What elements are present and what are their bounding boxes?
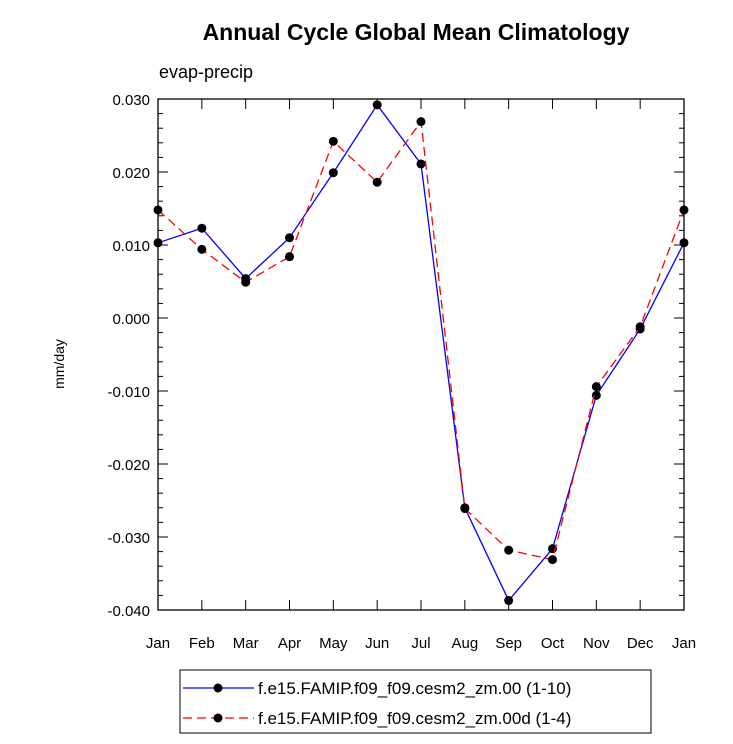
data-point-series-2 (591, 382, 601, 392)
y-tick-labels: 0.030 0.020 0.010 0.000 -0.010 -0.020 -0.030 -0… (107, 92, 150, 620)
data-point-series-2 (197, 244, 207, 254)
plot-frame (157, 98, 685, 611)
data-point-series-1 (416, 159, 426, 169)
chart-title: Annual Cycle Global Mean Climatology (203, 19, 630, 45)
series-line-2 (157, 119, 685, 561)
y-tick-label: -0.010 (107, 384, 150, 401)
x-tick-label: Jul (411, 635, 430, 652)
data-point-series-1 (504, 596, 514, 606)
x-tick-label: Jan (672, 635, 696, 652)
data-point-series-2 (285, 252, 294, 262)
legend-box (179, 669, 652, 734)
data-point-series-2 (153, 205, 163, 215)
y-tick-label: 0.000 (112, 311, 150, 328)
data-point-series-1 (285, 233, 294, 243)
legend-label-series-1: f.e15.FAMIP.f09_f09.cesm2_zm.00 (1-10) (258, 679, 571, 698)
series-line-1 (157, 103, 685, 602)
y-axis-label: mm/day (51, 339, 67, 389)
x-tick-label: May (319, 635, 348, 652)
x-tick-label: Mar (233, 635, 259, 652)
x-tick-label: Oct (541, 635, 565, 652)
data-point-series-2 (504, 545, 514, 555)
y-tick-label: -0.030 (107, 530, 150, 547)
legend-marker-series-1 (213, 683, 223, 693)
data-point-series-2 (416, 117, 426, 127)
data-point-series-2 (548, 555, 557, 565)
x-tick-label: Sep (495, 635, 522, 652)
data-point-series-2 (679, 205, 689, 215)
y-tick-label: 0.030 (112, 92, 150, 109)
y-tick-label: 0.020 (112, 165, 150, 182)
data-point-series-1 (153, 238, 163, 248)
data-point-series-1 (197, 223, 207, 233)
axis-ticks (157, 98, 685, 611)
legend-label-series-2: f.e15.FAMIP.f09_f09.cesm2_zm.00d (1-4) (258, 709, 571, 728)
y-tick-label: -0.040 (107, 603, 150, 620)
data-point-series-1 (679, 238, 689, 248)
x-tick-label: Feb (189, 635, 215, 652)
x-tick-label: Apr (278, 635, 301, 652)
series-layer (153, 100, 689, 606)
x-tick-label: Jan (146, 635, 170, 652)
y-tick-label: -0.020 (107, 457, 150, 474)
data-point-series-1 (328, 168, 338, 178)
data-point-series-2 (460, 504, 470, 514)
legend: f.e15.FAMIP.f09_f09.cesm2_zm.00 (1-10) f… (179, 669, 652, 734)
data-point-series-2 (635, 322, 645, 332)
data-point-series-2 (372, 177, 382, 187)
x-tick-label: Nov (583, 635, 610, 652)
x-tick-labels: Jan Feb Mar Apr May Jun Jul Aug Sep Oct Nov Dec Jan (146, 635, 696, 652)
data-point-series-2 (328, 136, 338, 146)
legend-marker-series-2 (213, 713, 223, 723)
x-tick-label: Aug (451, 635, 478, 652)
x-tick-label: Dec (627, 635, 654, 652)
y-tick-label: 0.010 (112, 238, 150, 255)
x-tick-label: Jun (365, 635, 389, 652)
data-point-series-2 (241, 277, 251, 287)
chart-subtitle: evap-precip (159, 62, 253, 82)
data-point-series-1 (372, 100, 382, 110)
